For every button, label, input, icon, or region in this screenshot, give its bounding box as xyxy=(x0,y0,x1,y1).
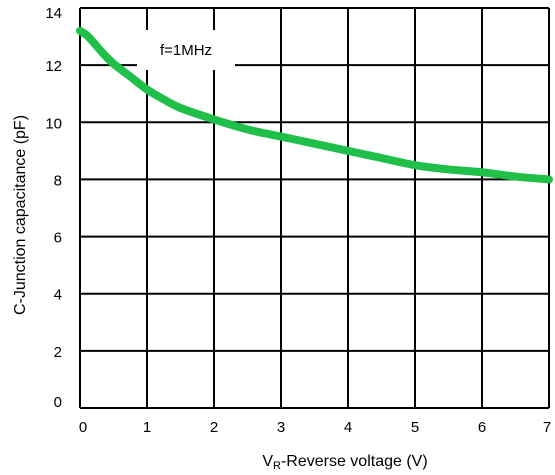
y-tick-label: 12 xyxy=(45,58,62,75)
x-tick-label: 2 xyxy=(210,419,218,436)
y-tick-label: 14 xyxy=(45,5,62,22)
x-tick-label: 4 xyxy=(344,419,352,436)
annotation-frequency: f=1MHz xyxy=(160,42,212,59)
y-tick-label: 8 xyxy=(54,172,62,189)
y-tick-label: 2 xyxy=(54,344,62,361)
x-tick-label: 6 xyxy=(478,419,486,436)
y-axis-title: C-Junction capacitance (pF) xyxy=(12,115,29,315)
x-tick-label: 5 xyxy=(411,419,419,436)
y-tick-labels: 0 2 4 6 8 10 12 14 xyxy=(45,5,62,411)
annotation-background xyxy=(137,30,235,70)
x-tick-label: 0 xyxy=(79,419,87,436)
x-tick-label: 1 xyxy=(143,419,151,436)
x-tick-label: 3 xyxy=(277,419,285,436)
annotation-box: f=1MHz xyxy=(137,30,235,70)
grid xyxy=(79,7,550,409)
x-axis-title-rest: -Reverse voltage (V) xyxy=(281,453,428,470)
x-axis-title-main: V xyxy=(262,453,273,470)
series xyxy=(76,26,553,184)
y-tick-label: 0 xyxy=(54,394,62,411)
x-tick-label: 7 xyxy=(543,419,551,436)
y-tick-label: 10 xyxy=(45,115,62,132)
x-axis-title: VR-Reverse voltage (V) xyxy=(262,453,427,472)
y-tick-label: 6 xyxy=(54,230,62,247)
series-line-0 xyxy=(76,26,553,184)
x-axis-title-subscript: R xyxy=(273,460,281,472)
y-tick-label: 4 xyxy=(54,287,62,304)
x-tick-labels: 0 1 2 3 4 5 6 7 xyxy=(79,419,551,436)
